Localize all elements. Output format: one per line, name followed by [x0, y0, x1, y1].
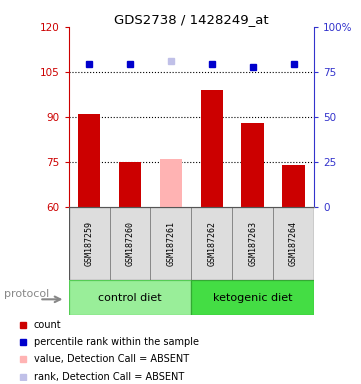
Text: GSM187263: GSM187263	[248, 221, 257, 266]
Text: GSM187259: GSM187259	[84, 221, 93, 266]
Bar	[273, 207, 314, 280]
Text: ketogenic diet: ketogenic diet	[213, 293, 292, 303]
Text: control diet: control diet	[98, 293, 162, 303]
Text: protocol: protocol	[4, 289, 49, 299]
Bar	[109, 207, 151, 280]
Text: GSM187261: GSM187261	[166, 221, 175, 266]
Bar	[282, 165, 305, 207]
Text: count: count	[34, 319, 62, 330]
Bar	[69, 207, 109, 280]
Bar	[242, 123, 264, 207]
Title: GDS2738 / 1428249_at: GDS2738 / 1428249_at	[114, 13, 269, 26]
Bar	[191, 207, 232, 280]
Text: rank, Detection Call = ABSENT: rank, Detection Call = ABSENT	[34, 372, 184, 382]
Bar	[69, 280, 191, 315]
Text: GSM187264: GSM187264	[289, 221, 298, 266]
Text: GSM187260: GSM187260	[126, 221, 134, 266]
Bar	[119, 162, 141, 207]
Bar	[200, 90, 223, 207]
Bar	[191, 280, 314, 315]
Text: percentile rank within the sample: percentile rank within the sample	[34, 337, 199, 347]
Text: value, Detection Call = ABSENT: value, Detection Call = ABSENT	[34, 354, 189, 364]
Bar	[160, 159, 182, 207]
Bar	[78, 114, 100, 207]
Text: GSM187262: GSM187262	[207, 221, 216, 266]
Bar	[151, 207, 191, 280]
Bar	[232, 207, 273, 280]
